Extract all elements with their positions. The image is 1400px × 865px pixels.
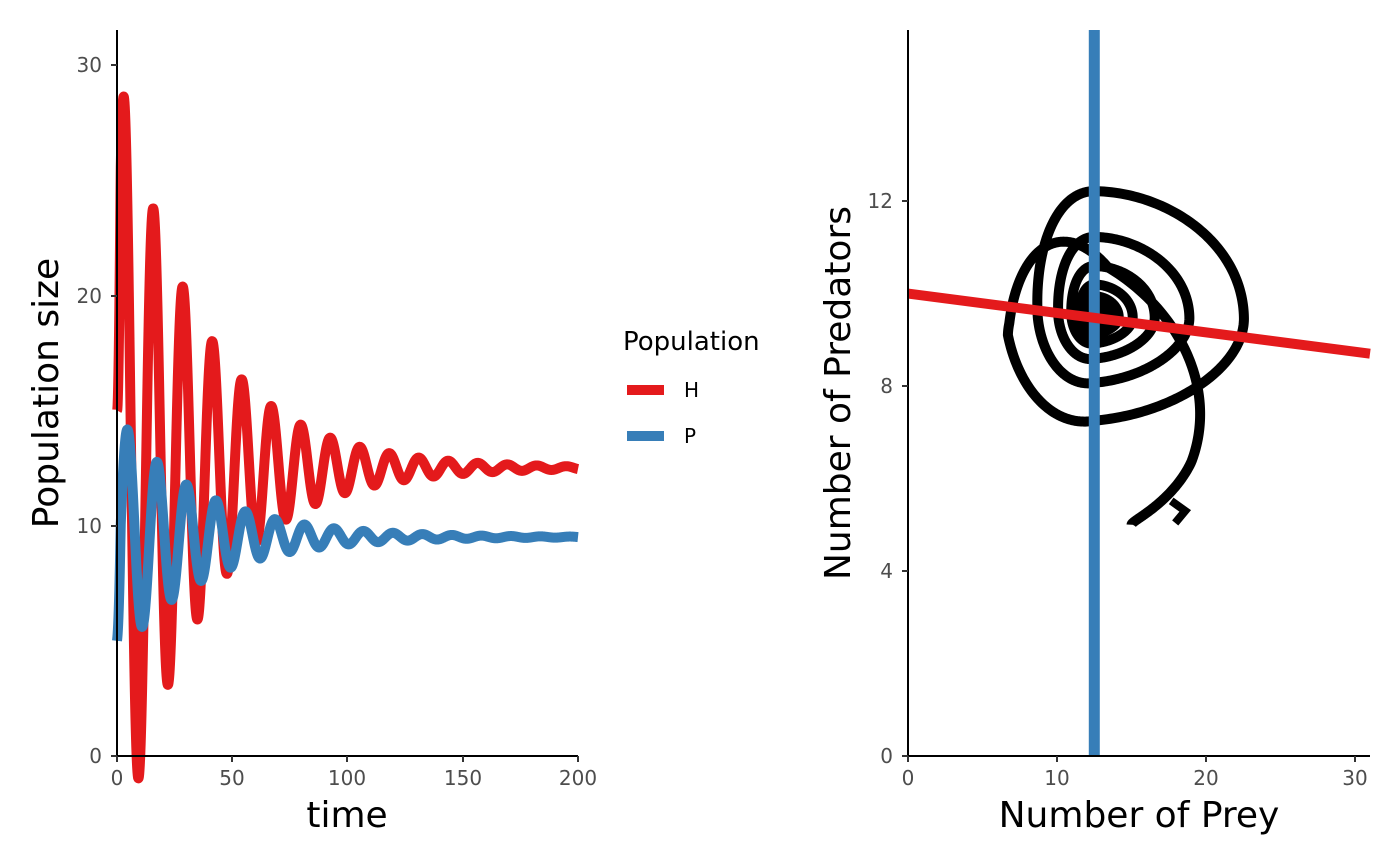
legend-label-h: H <box>684 378 699 402</box>
y-tick-label: 0 <box>880 744 893 768</box>
x-tick-label: 10 <box>1044 766 1069 790</box>
y-tick-label: 0 <box>89 744 102 768</box>
y-axis-title: Population size <box>26 258 67 528</box>
legend: Population H P <box>623 327 760 448</box>
x-ticks: 0 10 20 30 <box>902 756 1368 790</box>
x-axis-title: time <box>306 795 387 836</box>
x-ticks: 0 50 100 150 200 <box>111 756 597 790</box>
predator-nullcline-line <box>907 288 1371 359</box>
legend-title: Population <box>623 327 760 357</box>
x-tick-label: 150 <box>444 766 482 790</box>
y-ticks: 0 10 20 30 <box>77 53 117 768</box>
x-tick-label: 0 <box>111 766 124 790</box>
x-tick-label: 20 <box>1193 766 1218 790</box>
y-ticks: 0 4 8 12 <box>868 189 908 768</box>
y-tick-label: 8 <box>880 374 893 398</box>
y-tick-label: 30 <box>77 53 102 77</box>
series-line-p <box>112 424 583 644</box>
legend-label-p: P <box>684 424 696 448</box>
y-axis-title: Number of Predators <box>818 206 859 580</box>
y-tick-label: 20 <box>77 284 102 308</box>
x-tick-label: 0 <box>902 766 915 790</box>
trajectory-arrowhead <box>1168 497 1192 526</box>
y-tick-label: 12 <box>868 189 893 213</box>
series-line-h <box>112 91 583 784</box>
x-tick-label: 100 <box>328 766 366 790</box>
x-axis-title: Number of Prey <box>999 795 1280 836</box>
x-tick-label: 200 <box>559 766 597 790</box>
time-series-lines <box>112 91 583 784</box>
x-tick-label: 30 <box>1342 766 1367 790</box>
x-tick-label: 50 <box>219 766 244 790</box>
time-series-panel: 0 10 20 30 0 50 100 150 200 time Populat… <box>26 30 597 836</box>
phase-trajectory <box>1002 186 1249 530</box>
y-tick-label: 4 <box>880 559 893 583</box>
phase-plane-panel: 0 4 8 12 0 10 20 30 Number of Prey Numbe… <box>818 30 1371 836</box>
y-tick-label: 10 <box>77 514 102 538</box>
